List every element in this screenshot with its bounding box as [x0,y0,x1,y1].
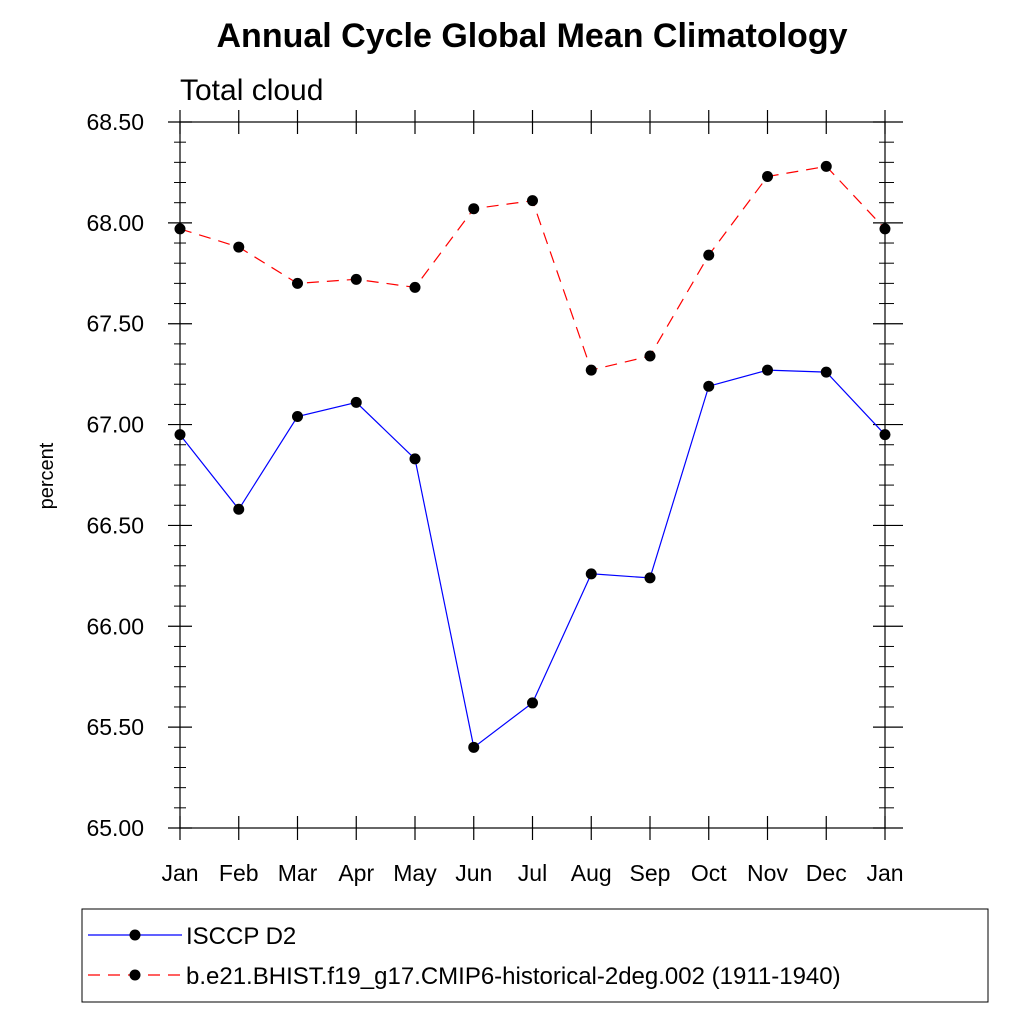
data-point-0-9 [703,380,715,392]
data-point-0-12 [879,429,891,441]
y-tick-label: 66.00 [86,613,144,639]
x-tick-label: Mar [278,860,318,886]
y-tick-label: 68.50 [86,109,144,135]
data-point-1-2 [292,277,303,289]
legend-marker-isccp [129,929,141,941]
legend-marker-model [129,969,141,981]
data-point-0-6 [527,697,538,709]
y-tick-label: 67.00 [86,412,144,438]
x-tick-label: Jul [518,860,547,886]
data-point-1-7 [585,364,597,376]
chart-title: Annual Cycle Global Mean Climatology [217,17,848,55]
x-tick-label: Feb [219,860,259,886]
legend-box [81,908,989,1003]
data-point-1-1 [233,241,245,253]
axis-ticks: 65.00 65.50 66.00 66.50 67.00 67.50 68.00 68.50… [86,109,903,886]
x-tick-label: Dec [806,860,847,886]
x-tick-label: May [393,860,437,886]
data-point-0-3 [350,396,362,408]
data-point-1-5 [468,203,480,215]
data-point-0-5 [468,741,480,753]
data-point-0-4 [409,453,421,465]
data-point-1-0 [174,223,186,235]
legend-label-model: b.e21.BHIST.f19_g17.CMIP6-historical-2de… [186,963,841,990]
x-tick-label: Oct [691,860,727,886]
legend-label-isccp: ISCCP D2 [186,923,296,950]
plot-frame [179,121,886,829]
x-tick-label: Nov [747,860,788,886]
y-tick-label: 67.50 [86,311,144,337]
data-point-1-10 [762,170,773,182]
y-tick-label: 65.50 [86,714,144,740]
data-point-0-2 [292,411,303,423]
y-tick-label: 65.00 [86,815,144,841]
y-tick-label: 68.00 [86,210,144,236]
series-line-0 [179,369,886,749]
legend: ISCCP D2 b.e21.BHIST.f19_g17.CMIP6-histo… [81,908,989,1003]
data-point-1-11 [820,160,832,172]
data-point-1-6 [527,195,538,207]
x-tick-label: Sep [630,860,671,886]
data-point-1-9 [703,249,715,261]
y-tick-label: 66.50 [86,512,144,538]
data-point-1-3 [350,273,362,285]
data-point-0-0 [174,429,186,441]
x-tick-label: Jun [455,860,492,886]
data-point-0-1 [233,503,245,515]
x-tick-label: Apr [338,860,374,886]
x-tick-label: Jan [161,860,198,886]
data-point-0-10 [762,364,773,376]
x-tick-label: Jan [866,860,903,886]
data-point-0-7 [585,568,597,580]
data-point-1-4 [409,281,421,293]
y-axis-label: percent [36,442,58,509]
data-point-1-8 [644,350,656,362]
data-point-0-11 [820,366,832,378]
data-point-1-12 [879,223,891,235]
series-layer [174,160,891,753]
data-point-0-8 [644,572,656,584]
x-tick-label: Aug [571,860,612,886]
chart-subtitle: Total cloud [180,74,323,107]
